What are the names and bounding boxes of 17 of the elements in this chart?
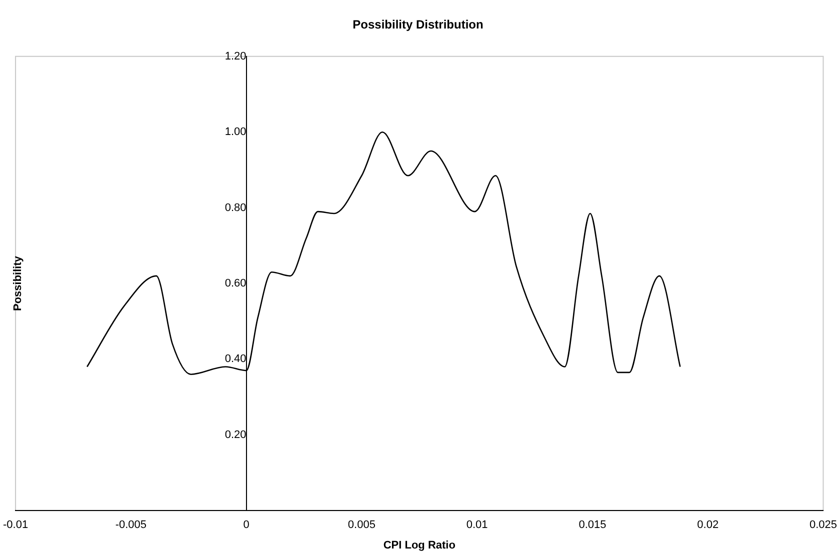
x-tick-label: -0.005 [115,519,147,532]
y-tick-label: 0.60 [224,278,246,290]
x-tick-label: 0.02 [697,519,719,532]
y-tick-label: 1.20 [224,50,246,62]
x-axis-title: CPI Log Ratio [383,539,456,552]
x-tick-label: 0.005 [348,519,376,532]
y-tick-label: 0.20 [224,428,246,441]
y-tick-label: 1.00 [224,126,246,138]
x-tick-label: 0 [243,519,250,532]
y-tick-label: 0.40 [224,353,246,366]
x-tick-label: 0.015 [578,519,606,532]
x-tick-label: -0.01 [2,519,28,532]
chart-title: Possibility Distribution [352,18,484,32]
y-tick-label: 0.80 [224,202,246,214]
y-axis-title: Possibility [12,255,24,312]
x-tick-label: 0.025 [809,519,837,532]
x-tick-label: 0.01 [466,519,488,532]
